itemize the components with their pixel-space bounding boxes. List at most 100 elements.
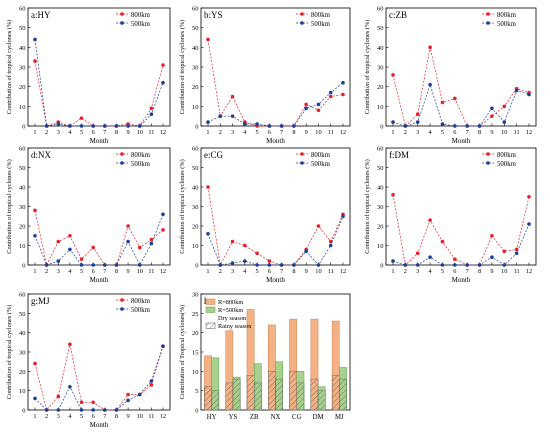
x-tick-label: 9 [127, 413, 130, 420]
series-line-500km [207, 216, 344, 266]
y-tick-label: 40 [19, 185, 26, 192]
point-800km [79, 400, 84, 405]
panel-h: h051015202530Contribution of Tropical cy… [179, 292, 351, 421]
y-tick-label: 0 [195, 408, 198, 415]
point-500km [255, 263, 259, 267]
y-axis-label: Contribution of tropical cyclones (%) [179, 20, 186, 114]
point-500km [415, 120, 420, 124]
point-800km [502, 249, 507, 254]
x-tick-label: 5 [441, 268, 444, 275]
y-tick-label: 0 [22, 263, 25, 270]
legend-marker-800km [486, 152, 490, 156]
x-tick-label: 8 [478, 129, 481, 136]
dry-season-segment-R=500km [232, 378, 241, 411]
legend-marker-500km [486, 21, 490, 25]
point-800km [161, 63, 165, 67]
point-800km [68, 342, 72, 347]
x-tick-label: 7 [280, 129, 283, 136]
x-tick-label: 3 [231, 129, 234, 136]
point-500km [477, 124, 482, 128]
point-800km [33, 59, 37, 63]
point-800km [328, 94, 333, 99]
point-500km [440, 263, 445, 267]
point-500km [267, 263, 272, 267]
point-500km [292, 124, 296, 128]
point-800km [68, 233, 72, 238]
x-tick-label: 10 [137, 129, 143, 136]
y-tick-label: 40 [377, 45, 384, 52]
point-800km [230, 94, 235, 99]
panel-label: b:YS [204, 10, 223, 20]
y-tick-label: 0 [380, 124, 383, 131]
point-500km [33, 396, 37, 401]
point-500km [114, 408, 119, 412]
point-500km [206, 232, 210, 236]
legend-label-800km: 800km [497, 152, 517, 159]
x-tick-label: 10 [501, 268, 507, 275]
x-tick-label: 4 [243, 129, 247, 136]
x-tick-label: 12 [340, 129, 346, 136]
x-tick-label: 5 [80, 268, 83, 275]
point-800km [267, 259, 272, 263]
x-tick-label: DM [313, 414, 324, 421]
y-tick-label: 40 [192, 45, 199, 52]
y-tick-label: 30 [19, 350, 26, 357]
legend-label-800km: 800km [131, 152, 151, 159]
x-tick-label: 8 [115, 268, 118, 275]
panel-label: d:NX [31, 150, 52, 160]
point-500km [403, 124, 408, 128]
y-tick-label: 20 [19, 224, 26, 231]
dry-season-segment-R=800km [289, 371, 297, 411]
point-500km [68, 385, 72, 389]
dry-season-segment-R=800km [204, 386, 212, 411]
x-tick-label: 4 [68, 129, 72, 136]
y-tick-label: 50 [19, 311, 26, 318]
point-500km [328, 90, 333, 95]
point-500km [79, 124, 84, 128]
y-tick-label: 40 [19, 45, 26, 52]
panel-g: g:MJ 0 10 20 30 40 50 60 Contribution of tropica… [6, 292, 171, 429]
x-tick-label: 8 [292, 129, 295, 136]
x-tick-label: 3 [416, 129, 419, 136]
dry-season-segment-R=800km [310, 378, 319, 411]
point-800km [206, 185, 210, 189]
panel-label: g:MJ [31, 296, 50, 306]
point-500km [56, 122, 61, 126]
x-tick-label: 3 [231, 268, 234, 275]
point-800km [428, 45, 432, 50]
point-800km [428, 218, 432, 222]
x-tick-label: 9 [127, 268, 130, 275]
point-800km [230, 239, 235, 244]
point-500km [126, 398, 130, 403]
point-500km [292, 263, 296, 267]
x-tick-label: 12 [160, 268, 166, 275]
point-800km [91, 400, 95, 405]
y-tick-label: 0 [195, 124, 198, 131]
point-500km [403, 263, 408, 267]
point-800km [126, 392, 130, 397]
point-500km [415, 263, 420, 267]
x-tick-label: 6 [92, 413, 95, 420]
series-line-500km [392, 83, 530, 127]
legend-marker-500km [120, 307, 124, 311]
panel-a: a:HY 0 10 20 30 40 50 60 Contribution of tropica… [6, 6, 171, 145]
x-tick-label: 10 [137, 268, 143, 275]
point-800km [149, 383, 154, 387]
point-500km [218, 263, 223, 267]
point-800km [126, 224, 130, 228]
y-tick-label: 10 [192, 369, 199, 376]
point-500km [137, 392, 142, 397]
legend-swatch [205, 306, 216, 313]
point-500km [56, 259, 61, 263]
x-tick-label: 8 [115, 129, 118, 136]
series-line-800km [392, 194, 530, 266]
point-500km [316, 263, 321, 267]
point-500km [514, 251, 519, 256]
point-800km [79, 116, 84, 120]
y-tick-label: 25 [192, 311, 199, 318]
y-tick-label: 0 [380, 263, 383, 270]
x-tick-label: 9 [127, 129, 130, 136]
legend-label-800km: 800km [131, 298, 151, 305]
y-axis-label: Contribution of Tropical cyclones(%) [179, 305, 186, 400]
point-800km [304, 102, 308, 107]
